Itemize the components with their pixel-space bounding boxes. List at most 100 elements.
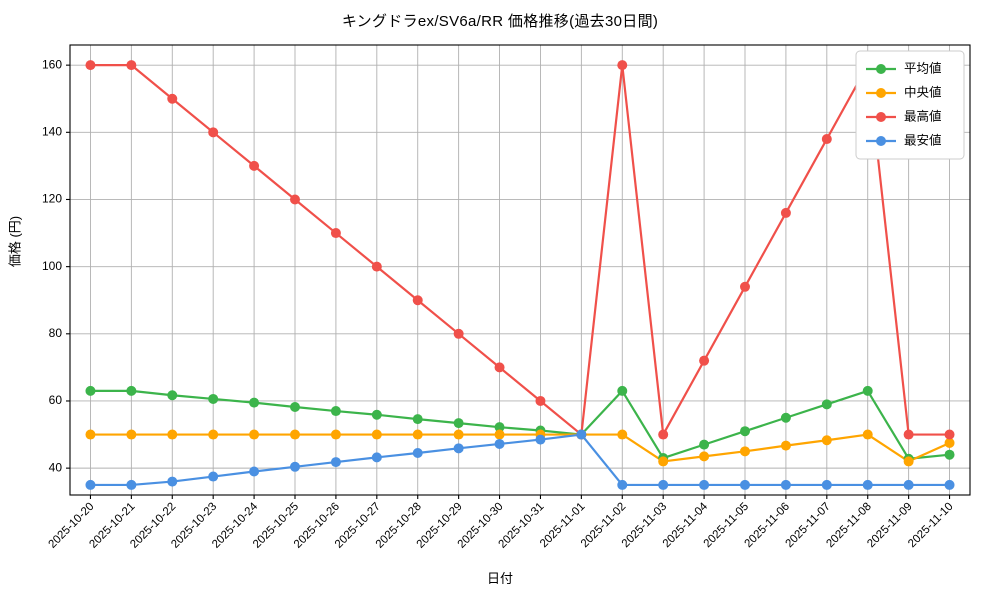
y-tick-label: 60 [49,393,63,407]
series-markers [85,60,955,490]
data-point-marker [453,328,464,339]
data-point-marker [821,435,832,446]
data-point-marker [371,261,382,272]
data-point-marker [126,60,137,71]
data-point-marker [494,362,505,373]
data-point-marker [658,456,669,467]
x-tick-marks [89,495,951,499]
y-tick-label: 120 [42,192,62,206]
data-point-marker [862,385,873,396]
data-point-marker [412,448,423,459]
series-lines [89,64,951,487]
data-point-marker [780,412,791,423]
data-point-marker [330,457,341,468]
y-tick-label: 100 [42,259,62,273]
data-point-marker [290,461,300,472]
data-point-marker [330,406,341,417]
data-point-marker [167,93,178,104]
data-point-marker [249,466,260,477]
data-point-marker [208,127,219,138]
data-point-marker [944,449,955,460]
data-point-marker [290,402,300,413]
legend-marker-swatch [876,64,886,74]
data-point-marker [535,395,546,406]
data-point-marker [617,429,628,440]
data-point-marker [85,60,96,71]
data-point-marker [740,446,750,457]
data-point-marker [249,397,260,408]
data-point-marker [126,429,137,440]
data-point-marker [535,434,546,445]
data-point-marker [740,479,750,490]
data-point-marker [371,452,382,463]
data-point-marker [85,429,96,440]
series-line [89,64,951,436]
data-point-marker [290,429,300,440]
data-point-marker [780,440,791,451]
series-line [89,433,951,463]
chart-title: キングドラex/SV6a/RR 価格推移(過去30日間) [341,13,659,30]
x-tick-labels: 2025-10-202025-10-212025-10-222025-10-23… [46,500,955,551]
legend-label: 平均値 [904,60,942,75]
data-point-marker [699,355,710,366]
data-point-marker [862,479,873,490]
data-point-marker [862,429,873,440]
data-point-marker [494,429,505,440]
data-point-marker [85,479,96,490]
data-point-marker [167,476,178,487]
data-point-marker [412,429,423,440]
data-point-marker [821,479,832,490]
data-point-marker [412,414,423,425]
data-point-marker [167,429,178,440]
data-point-marker [85,385,96,396]
data-point-marker [617,479,628,490]
legend-label: 最高値 [904,108,942,123]
data-point-marker [821,399,832,410]
legend-marker-swatch [876,112,886,122]
data-point-marker [249,160,260,171]
data-point-marker [699,451,710,462]
data-point-marker [576,429,587,440]
data-point-marker [290,194,300,205]
data-point-marker [617,385,628,396]
legend-marker-swatch [876,88,886,98]
legend-label: 最安値 [904,132,942,147]
y-tick-label: 80 [49,326,63,340]
data-point-marker [699,479,710,490]
data-point-marker [167,390,178,401]
data-point-marker [330,228,341,239]
data-point-marker [780,207,791,218]
data-point-marker [821,134,832,145]
gridlines [70,45,970,495]
data-point-marker [330,429,341,440]
data-point-marker [699,439,710,450]
data-point-marker [453,443,464,454]
data-point-marker [903,429,914,440]
data-point-marker [494,438,505,449]
data-point-marker [740,426,750,437]
y-tick-label: 140 [42,124,62,138]
data-point-marker [944,437,955,448]
data-point-marker [658,479,669,490]
y-tick-marks [66,64,70,469]
legend-marker-swatch [876,136,886,146]
data-point-marker [453,429,464,440]
data-point-marker [903,456,914,467]
data-point-marker [371,429,382,440]
data-point-marker [658,429,669,440]
data-point-marker [208,429,219,440]
series-line [89,389,951,460]
data-point-marker [944,479,955,490]
data-point-marker [944,429,955,440]
data-point-marker [371,409,382,420]
series-line [89,433,951,487]
data-point-marker [126,479,137,490]
data-point-marker [249,429,260,440]
legend-label: 中央値 [904,84,942,99]
data-point-marker [453,418,464,429]
data-point-marker [740,281,750,292]
data-point-marker [617,60,628,71]
data-point-marker [903,479,914,490]
